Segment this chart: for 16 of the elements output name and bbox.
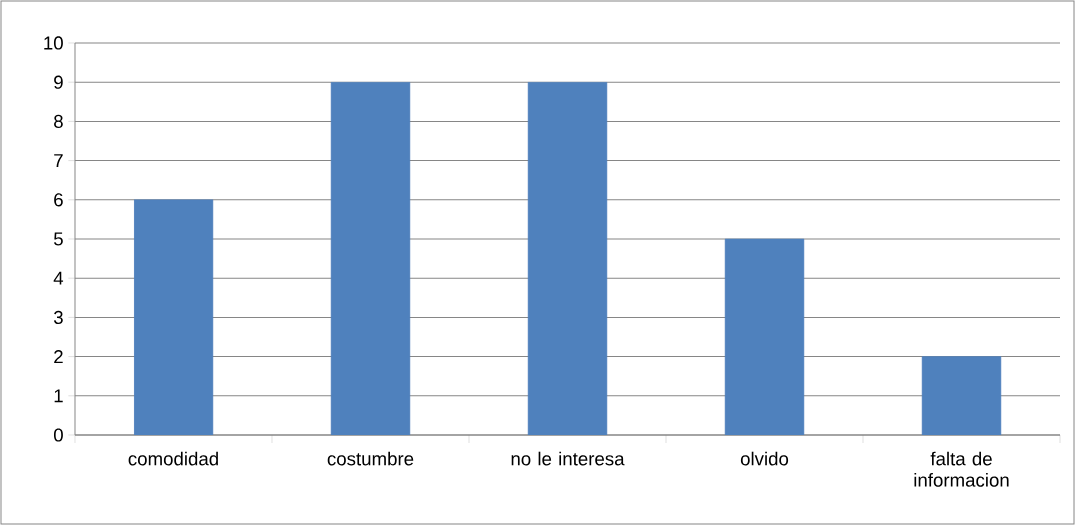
y-tick-label: 1 — [54, 389, 63, 403]
y-tick-label: 5 — [53, 232, 63, 246]
x-tick-label: no le interesa — [511, 451, 625, 466]
x-tick-label: olvido — [740, 451, 789, 466]
y-tick-label: 6 — [54, 193, 63, 207]
x-tick-label: falta de informacion — [914, 451, 1009, 487]
y-tick-label: 8 — [54, 114, 63, 129]
x-tick-label: costumbre — [327, 451, 414, 466]
y-tick-label: 4 — [53, 271, 64, 285]
y-tick-label: 3 — [53, 310, 63, 325]
y-tick-label: 2 — [54, 350, 63, 364]
y-tick-label: 7 — [54, 154, 63, 168]
y-tick-label: 10 — [44, 36, 63, 50]
y-tick-label: 9 — [54, 75, 63, 89]
x-tick-label: comodidad — [128, 451, 218, 466]
y-tick-label: 0 — [53, 428, 63, 442]
